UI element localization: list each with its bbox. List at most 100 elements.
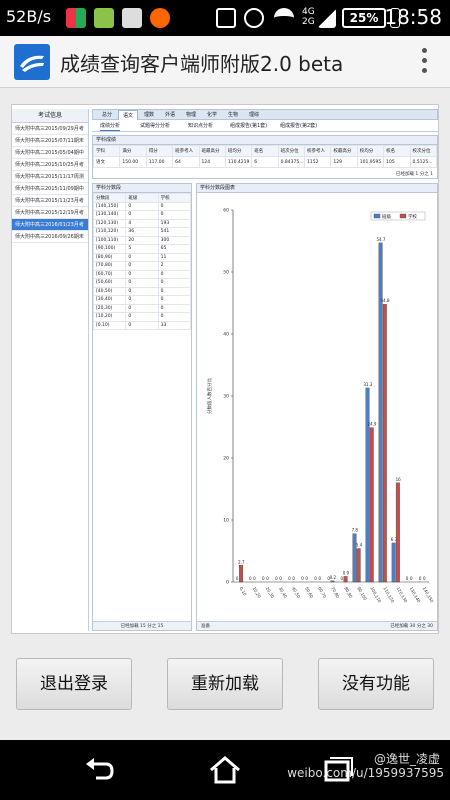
report-webview: 考试信息 师大附中高三2015/09/29月考 师大附中高三2015/07/11期… [11,104,439,634]
tab-subject[interactable]: 化学 [206,112,217,118]
alarm-icon [244,8,264,28]
table-row[interactable]: [30,40) 0 0 [92,295,192,305]
tab-analysis[interactable]: 成绩分析 [100,123,121,131]
x-tick-label: 60,70 [317,586,327,599]
navigation-bar: @逸世_凌虚 weibo.com/u/1959937595 [0,740,450,800]
score-distribution-caption: 学科分数段 [93,184,191,193]
distribution-chart-panel: 学科分数段图表 0 10 20 30 40 50 60 分数段人数百分比 0 2.7 0,10 0 0 1… [196,183,438,631]
table-row[interactable]: [60,70) 0 0 [92,269,192,279]
y-tick-label: 50 [223,270,229,276]
table-row[interactable]: [10,20) 0 0 [92,312,192,322]
distribution-cell: [80,90) [92,252,127,262]
content-area: 考试信息 师大附中高三2015/09/29月考 师大附中高三2015/07/11期… [0,88,450,740]
logout-button[interactable]: 退出登录 [16,658,132,710]
tab-subject[interactable]: 生物 [227,112,238,118]
overflow-menu-icon[interactable] [422,48,428,76]
exam-list-item[interactable]: 师大附中高三2015/11/09期中 [12,183,88,195]
table-row[interactable]: [50,60) 0 0 [92,278,192,288]
exam-list-item[interactable]: 师大附中高三2015/07/11期末 [12,135,88,147]
tab-subject[interactable]: 理数 [143,112,154,118]
table-row[interactable]: [90,100) 5 65 [92,244,192,254]
distribution-cell: 300 [157,235,192,245]
bar-class [365,387,370,583]
tab-subject[interactable]: 物理 [185,112,196,118]
distribution-cell: [20,30) [92,303,127,313]
x-tick-label: 10,20 [252,586,262,599]
distribution-cell: 0 [125,252,159,262]
tab-subject[interactable]: 总分 [101,112,112,118]
exam-list-item[interactable]: 师大附中高三2016/09/26期末 [12,231,88,243]
bar-data-label: 0 [305,576,308,581]
table-row[interactable]: [70,80) 0 2 [92,261,192,271]
table-row[interactable]: [0,10) 0 33 [92,320,192,330]
score-distribution: 学科分数段 分数段 班级 学校 [140,150] 0 0 [130,140) 0 0 [120,… [92,183,192,631]
home-icon[interactable] [207,754,243,786]
chart-footer: 准备 已经加载 30 分之 30 [197,621,437,630]
chart-status: 准备 [201,624,210,629]
x-tick-label: 120,130 [395,586,408,604]
y-tick-label: 20 [223,456,229,462]
tab-subject[interactable]: 语文 [118,110,138,120]
chart-load-status: 已经加载 30 分之 30 [390,624,433,629]
tab-analysis[interactable]: 组成报告(第2套) [280,123,318,129]
distribution-cell: [130,140) [92,210,127,220]
bar-school [395,482,400,583]
distribution-cell: 0 [125,312,159,322]
x-tick-label: 110,120 [382,586,395,604]
app-icon [150,8,170,28]
exam-list-item[interactable]: 师大附中高二2015/05/04期中 [12,147,88,159]
table-row[interactable]: [40,50) 0 0 [92,286,192,296]
distribution-column-header: 分数段 [92,193,127,203]
tab-analysis[interactable]: 知识点分析 [188,123,214,129]
summary-column-header: 校名 [383,145,411,157]
table-row[interactable]: [80,90) 0 11 [92,252,192,262]
bar-data-label: 16 [396,477,402,482]
battery-indicator: 25% [342,8,386,28]
exam-list-item[interactable]: 师大附中高三2015/11/23月考 [12,195,88,207]
distribution-cell: 0 [157,210,192,220]
table-row[interactable]: [110,120) 36 541 [92,227,192,237]
bar-data-label: 5.4 [356,543,363,548]
legend-box [370,211,426,221]
watermark-user: @逸世_凌虚 [373,752,440,766]
distribution-cell: 0 [125,210,159,220]
status-bar: 52B/s 4G 2G 25% 18:58 [0,0,450,36]
summary-cell: 0.5125... [409,156,437,168]
table-row[interactable]: [100,110) 20 300 [92,235,192,245]
summary-column-header: 校次分位 [409,145,437,157]
tab-subject[interactable]: 外语 [164,112,175,118]
tab-analysis[interactable]: 试题得分分析 [140,123,171,129]
table-row[interactable]: [140,150] 0 0 [92,201,192,211]
recent-apps-icon[interactable] [320,754,356,786]
tab-analysis[interactable]: 组成报告(第1套) [230,123,268,129]
reload-button[interactable]: 重新加载 [167,658,283,710]
table-row[interactable]: [130,140) 0 0 [92,210,192,220]
exam-list-item[interactable]: 师大附中高三2015/09/29月考 [12,123,88,135]
table-row[interactable]: [120,130) 4 193 [92,218,192,228]
exam-list-item[interactable]: 师大附中高二2015/10/25月考 [12,159,88,171]
bar-school [369,427,374,583]
exam-list-item[interactable]: 师大附中高三2016/01/23月考 [12,219,88,231]
bar-school [239,565,244,583]
exam-list-item[interactable]: 师大附中高三2015/12/19月考 [12,207,88,219]
summary-cell: 110.4219 [224,156,253,168]
x-tick-label: 130,140 [409,586,422,604]
network-type-1: 4G [302,7,315,17]
distribution-cell: 2 [157,261,192,271]
score-summary: 学科成绩 学科 满分 得分 班参考人 班最高分 班均分 班名 班次分位 校参考人 校最高分 校均分校… [92,135,438,179]
distribution-cell: 0 [157,278,192,288]
summary-cell: 117.00 [145,156,174,168]
back-icon[interactable] [82,754,118,786]
summary-cell: 1152 [303,156,332,168]
tab-subject[interactable]: 理综 [248,112,259,118]
no-feature-button[interactable]: 没有功能 [318,658,434,710]
exam-list-item[interactable]: 师大附中高三2015/11/17周测 [12,171,88,183]
bar-data-label: 0 [262,576,265,581]
bar-data-label: 54.7 [376,237,385,242]
summary-cell: 语文 [92,156,121,168]
table-row[interactable]: [20,30) 0 0 [92,303,192,313]
network-speed: 52B/s [6,7,52,26]
x-tick-label: 0,10 [239,586,248,597]
bar-data-label: 0 [236,576,239,581]
summary-column-header: 校参考人 [303,145,332,157]
